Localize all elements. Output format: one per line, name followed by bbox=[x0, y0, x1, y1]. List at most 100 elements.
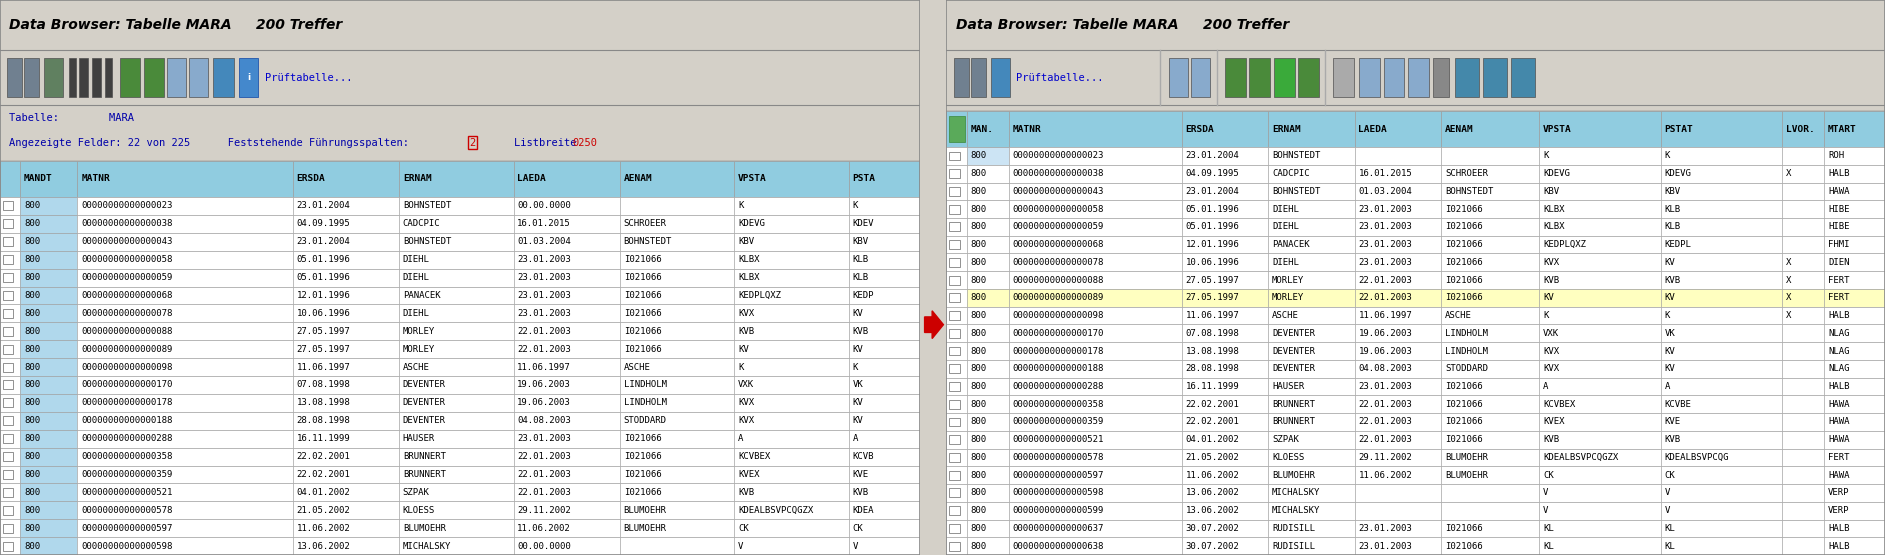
Text: V: V bbox=[852, 542, 858, 551]
Text: 800: 800 bbox=[25, 452, 40, 461]
Bar bbox=[848, 233, 920, 251]
Bar bbox=[4, 488, 13, 497]
Bar bbox=[4, 255, 13, 264]
Text: 800: 800 bbox=[971, 417, 988, 426]
Text: ASCHE: ASCHE bbox=[1272, 311, 1299, 320]
Bar bbox=[292, 394, 400, 412]
Bar bbox=[946, 537, 1885, 555]
Text: I021066: I021066 bbox=[1446, 258, 1482, 267]
Bar bbox=[1661, 289, 1781, 307]
Text: 23.01.2003: 23.01.2003 bbox=[1359, 223, 1412, 231]
Bar bbox=[1442, 307, 1540, 325]
Bar bbox=[1781, 519, 1825, 537]
Bar bbox=[0, 269, 920, 286]
Bar bbox=[1825, 537, 1885, 555]
Text: KV: KV bbox=[852, 309, 863, 318]
Bar bbox=[0, 466, 920, 483]
Text: A: A bbox=[852, 434, 858, 443]
Bar bbox=[1355, 519, 1442, 537]
Bar bbox=[0, 161, 920, 197]
Text: KEDPLQXZ: KEDPLQXZ bbox=[739, 291, 780, 300]
Text: 22.01.2003: 22.01.2003 bbox=[516, 327, 571, 336]
Text: 04.01.2002: 04.01.2002 bbox=[296, 488, 351, 497]
Bar bbox=[946, 448, 1885, 466]
Bar bbox=[1355, 537, 1442, 555]
Text: DIEHL: DIEHL bbox=[1272, 223, 1299, 231]
Text: 00000000000000597: 00000000000000597 bbox=[1012, 471, 1105, 480]
Bar bbox=[0, 50, 920, 105]
Text: K: K bbox=[1664, 311, 1670, 320]
Bar bbox=[1825, 395, 1885, 413]
Bar bbox=[0, 322, 21, 340]
Bar bbox=[1825, 307, 1885, 325]
Bar bbox=[0, 269, 21, 286]
Bar bbox=[292, 251, 400, 269]
Text: CADCPIC: CADCPIC bbox=[403, 219, 441, 228]
Bar bbox=[967, 537, 1008, 555]
Bar bbox=[967, 200, 1008, 218]
Bar bbox=[1008, 200, 1182, 218]
Text: 05.01.1996: 05.01.1996 bbox=[1186, 205, 1238, 214]
Bar bbox=[848, 215, 920, 233]
Bar bbox=[735, 412, 848, 430]
Text: BLUMOEHR: BLUMOEHR bbox=[403, 524, 447, 533]
Text: HALB: HALB bbox=[1828, 382, 1849, 391]
Bar bbox=[21, 269, 77, 286]
Bar bbox=[0, 340, 21, 358]
Bar bbox=[950, 276, 959, 285]
Text: 04.09.1995: 04.09.1995 bbox=[1186, 169, 1238, 178]
Text: 07.08.1998: 07.08.1998 bbox=[1186, 329, 1238, 338]
Bar bbox=[1008, 325, 1182, 342]
Bar bbox=[1269, 431, 1355, 448]
Text: 800: 800 bbox=[25, 506, 40, 514]
Text: 00.00.0000: 00.00.0000 bbox=[516, 542, 571, 551]
Text: 13.08.1998: 13.08.1998 bbox=[296, 398, 351, 407]
Text: 23.01.2003: 23.01.2003 bbox=[1359, 240, 1412, 249]
Bar bbox=[4, 524, 13, 533]
Bar bbox=[4, 416, 13, 425]
Bar bbox=[848, 322, 920, 340]
Bar bbox=[1355, 200, 1442, 218]
Bar bbox=[1269, 325, 1355, 342]
Bar bbox=[950, 347, 959, 355]
Bar bbox=[1661, 519, 1781, 537]
Bar bbox=[1182, 271, 1269, 289]
Text: KDEV: KDEV bbox=[852, 219, 875, 228]
Text: LINDHOLM: LINDHOLM bbox=[1446, 346, 1487, 356]
Bar bbox=[1008, 147, 1182, 165]
Text: SCHROEER: SCHROEER bbox=[624, 219, 667, 228]
Text: 10.06.1996: 10.06.1996 bbox=[1186, 258, 1238, 267]
Text: 800: 800 bbox=[25, 398, 40, 407]
Bar bbox=[292, 537, 400, 555]
Bar bbox=[620, 251, 735, 269]
Text: KV: KV bbox=[852, 398, 863, 407]
Bar bbox=[1825, 342, 1885, 360]
Text: X: X bbox=[1785, 294, 1791, 302]
Bar bbox=[0, 483, 920, 501]
Bar bbox=[1008, 342, 1182, 360]
Bar bbox=[1250, 58, 1270, 97]
Bar bbox=[1442, 466, 1540, 484]
Bar bbox=[620, 447, 735, 466]
Text: AENAM: AENAM bbox=[1446, 124, 1474, 134]
Bar bbox=[0, 215, 920, 233]
Bar bbox=[25, 58, 38, 97]
Text: 13.06.2002: 13.06.2002 bbox=[1186, 488, 1238, 497]
Bar bbox=[1825, 165, 1885, 183]
Bar bbox=[0, 304, 21, 322]
Bar bbox=[1269, 377, 1355, 395]
Text: 04.01.2002: 04.01.2002 bbox=[1186, 435, 1238, 444]
Bar bbox=[950, 542, 959, 551]
Bar bbox=[1355, 360, 1442, 377]
Bar bbox=[848, 430, 920, 447]
Text: K: K bbox=[1544, 311, 1548, 320]
Bar bbox=[1182, 413, 1269, 431]
Text: KLB: KLB bbox=[852, 255, 869, 264]
Bar bbox=[946, 325, 967, 342]
Bar bbox=[1540, 466, 1661, 484]
Text: SZPAK: SZPAK bbox=[403, 488, 430, 497]
Bar bbox=[1825, 502, 1885, 519]
Bar bbox=[950, 471, 959, 480]
Bar bbox=[1269, 537, 1355, 555]
Bar bbox=[1182, 200, 1269, 218]
